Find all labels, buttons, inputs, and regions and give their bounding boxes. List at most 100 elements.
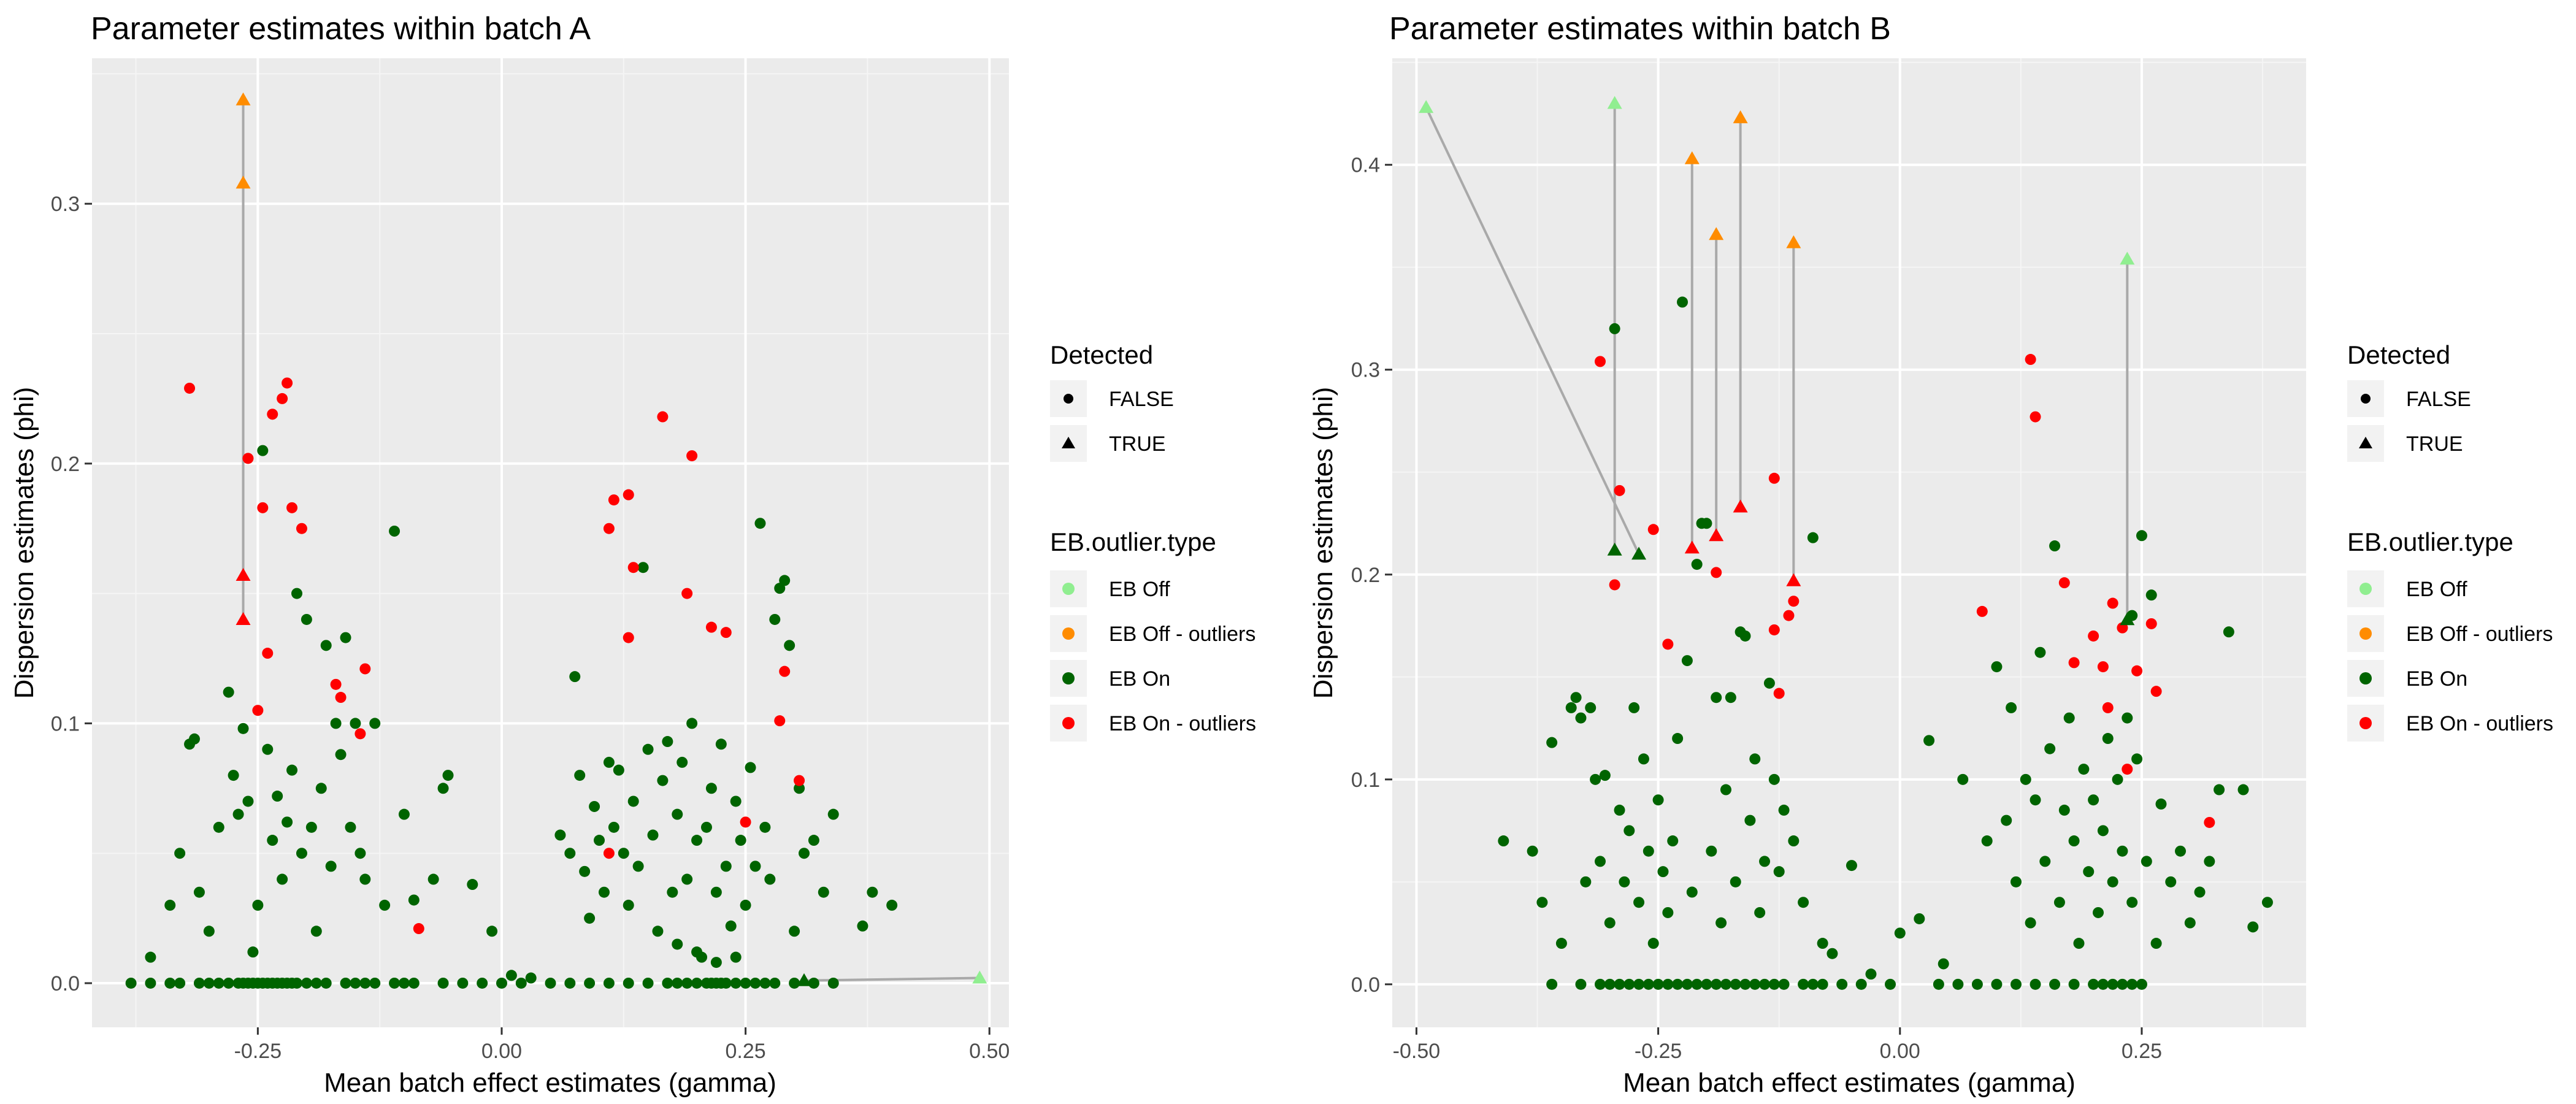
- data-point: [764, 873, 776, 885]
- legend-a: Detected FALSE TRUE EB.outlier.type EB O…: [1050, 340, 1256, 742]
- data-point: [335, 692, 347, 703]
- data-point: [257, 502, 269, 513]
- data-point: [2044, 743, 2056, 754]
- data-point-triangle: [236, 175, 251, 189]
- data-point: [315, 783, 327, 794]
- data-point: [594, 835, 605, 846]
- data-point: [1711, 978, 1722, 990]
- data-point: [691, 977, 703, 989]
- legend-swatch-eb-on-outliers: [2359, 717, 2372, 729]
- data-point: [301, 613, 312, 625]
- data-point: [228, 770, 239, 781]
- data-point: [437, 977, 449, 989]
- data-point: [574, 770, 586, 781]
- data-point: [2204, 816, 2215, 828]
- data-point: [267, 408, 278, 420]
- data-point: [1672, 978, 1684, 990]
- data-point: [1677, 296, 1689, 308]
- data-point: [623, 489, 634, 500]
- data-point: [1657, 866, 1669, 878]
- data-point: [700, 821, 712, 833]
- data-point: [857, 920, 868, 932]
- points-a: [125, 92, 987, 989]
- data-point: [2107, 597, 2118, 609]
- data-point: [799, 848, 810, 859]
- data-point: [1575, 978, 1587, 990]
- data-point: [203, 977, 215, 989]
- y-tick-label: 0.3: [1351, 359, 1380, 382]
- data-point: [608, 821, 619, 833]
- legend-label-false: FALSE: [2406, 388, 2471, 411]
- data-point: [677, 756, 688, 768]
- data-point: [2068, 835, 2080, 847]
- data-point: [389, 977, 401, 989]
- x-tick-label: 0.25: [725, 1040, 765, 1063]
- data-point: [1773, 688, 1785, 699]
- x-tick-label: -0.25: [1635, 1040, 1682, 1063]
- data-point: [652, 926, 664, 937]
- data-point: [301, 977, 312, 989]
- data-point: [710, 886, 722, 898]
- data-point: [2034, 646, 2046, 658]
- data-point: [1643, 978, 1654, 990]
- data-point-triangle: [972, 970, 987, 984]
- x-axis-title-b: Mean batch effect estimates (gamma): [1623, 1068, 2076, 1098]
- legend-label-true: TRUE: [1109, 432, 1166, 456]
- data-point: [325, 861, 337, 872]
- data-point: [2068, 657, 2080, 669]
- data-point: [145, 951, 156, 963]
- data-point: [1739, 630, 1751, 642]
- data-point: [1604, 917, 1616, 929]
- data-point: [691, 835, 703, 846]
- data-point: [759, 821, 771, 833]
- data-point: [1555, 938, 1567, 949]
- data-point: [2204, 856, 2215, 867]
- data-point: [355, 848, 366, 859]
- data-point: [296, 848, 307, 859]
- legend-triangle-icon: [2359, 437, 2372, 448]
- data-point: [2088, 794, 2099, 806]
- data-point: [2214, 784, 2225, 795]
- data-point: [2039, 856, 2051, 867]
- data-point: [647, 829, 659, 841]
- data-point: [1711, 692, 1722, 703]
- data-point: [164, 899, 176, 911]
- data-point: [389, 525, 401, 537]
- data-point: [749, 977, 761, 989]
- x-tick-label: -0.25: [234, 1040, 282, 1063]
- data-point: [369, 977, 381, 989]
- data-point: [554, 829, 566, 841]
- data-point: [1749, 978, 1761, 990]
- y-ticks-a: 0.0 0.1 0.2 0.3: [51, 193, 92, 995]
- data-point: [223, 977, 234, 989]
- data-point: [1778, 978, 1790, 990]
- data-point: [769, 613, 781, 625]
- data-point: [827, 808, 839, 820]
- legend-swatch-eb-on: [1062, 672, 1075, 684]
- data-point: [2083, 866, 2095, 878]
- x-tick-label: 0.25: [2122, 1040, 2162, 1063]
- data-point: [2102, 733, 2114, 745]
- data-point: [320, 640, 332, 651]
- data-point: [213, 977, 224, 989]
- data-point: [2150, 686, 2162, 697]
- data-point: [618, 848, 629, 859]
- data-point: [237, 723, 249, 734]
- data-point: [277, 873, 288, 885]
- data-point: [603, 977, 615, 989]
- data-point-triangle: [1607, 542, 1622, 556]
- chart-title-a: Parameter estimates within batch A: [91, 11, 591, 47]
- legend-swatch-eb-off-outliers: [1062, 627, 1075, 640]
- data-point: [345, 821, 356, 833]
- data-point: [310, 926, 322, 937]
- legend-circle-icon: [1064, 394, 1073, 404]
- data-point: [1614, 978, 1625, 990]
- data-point: [2049, 540, 2061, 552]
- y-tick-label: 0.2: [51, 453, 80, 476]
- data-point: [632, 861, 644, 872]
- data-point: [681, 588, 693, 599]
- data-point: [808, 977, 819, 989]
- data-point: [2025, 354, 2036, 366]
- data-point: [398, 977, 410, 989]
- data-point: [437, 783, 449, 794]
